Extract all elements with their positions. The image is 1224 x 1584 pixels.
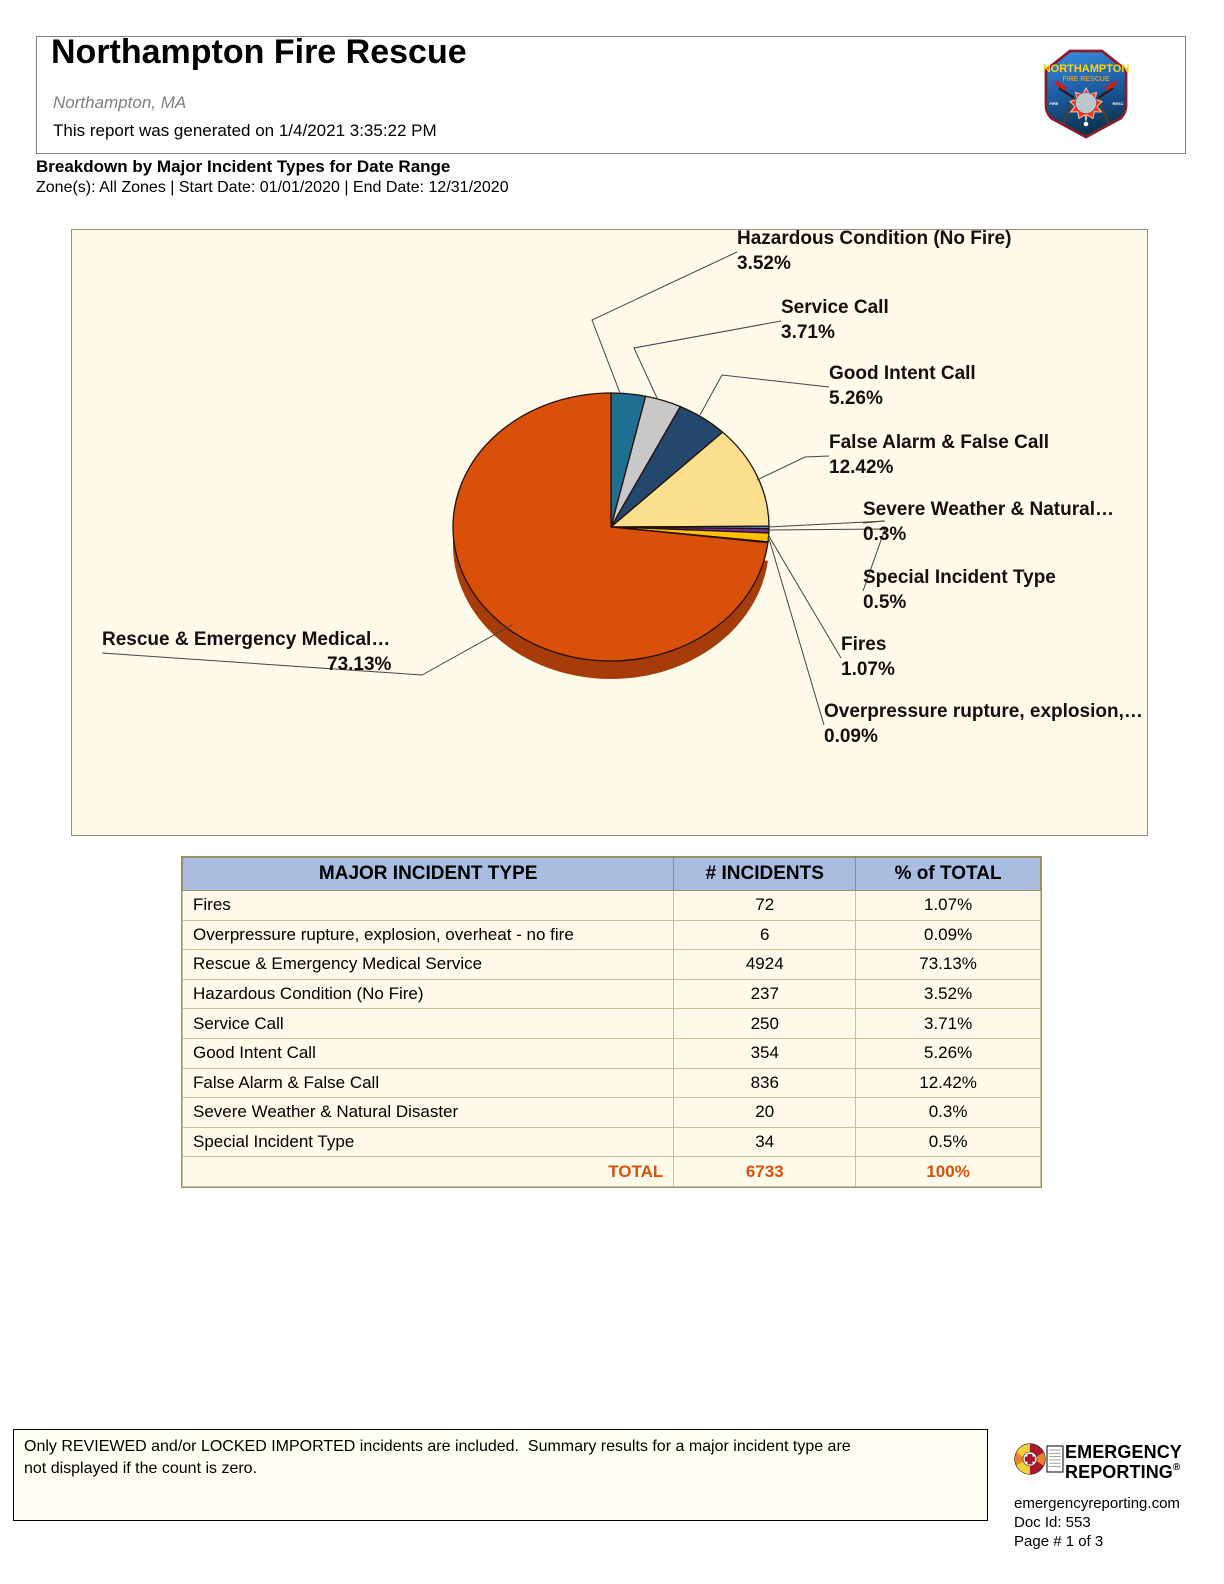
- svg-text:0.09%: 0.09%: [824, 726, 878, 747]
- svg-text:1.07%: 1.07%: [841, 659, 895, 680]
- svg-text:12.42%: 12.42%: [829, 457, 894, 478]
- svg-text:Good Intent Call: Good Intent Call: [829, 363, 976, 384]
- svg-text:Severe Weather & Natural…: Severe Weather & Natural…: [863, 499, 1114, 520]
- svg-text:3.52%: 3.52%: [737, 253, 791, 274]
- svg-text:FIRE RESCUE: FIRE RESCUE: [1062, 76, 1109, 83]
- svg-text:False Alarm & False Call: False Alarm & False Call: [829, 432, 1049, 453]
- svg-text:Rescue & Emergency Medical…: Rescue & Emergency Medical…: [102, 629, 390, 650]
- svg-text:FIRE: FIRE: [1049, 101, 1058, 106]
- svg-text:RESC: RESC: [1112, 101, 1123, 106]
- svg-text:Fires: Fires: [841, 634, 886, 655]
- svg-text:Hazardous Condition (No Fire): Hazardous Condition (No Fire): [737, 230, 1011, 249]
- svg-text:NORTHAMPTON: NORTHAMPTON: [1043, 63, 1130, 75]
- svg-text:3.71%: 3.71%: [781, 322, 835, 343]
- svg-text:0.5%: 0.5%: [863, 592, 906, 613]
- svg-text:0.3%: 0.3%: [863, 524, 906, 545]
- svg-text:73.13%: 73.13%: [327, 654, 392, 675]
- svg-text:Special Incident Type: Special Incident Type: [863, 567, 1056, 588]
- svg-text:Overpressure rupture, explos: Overpressure rupture, explosion,…: [824, 701, 1143, 722]
- svg-text:Service Call: Service Call: [781, 297, 889, 318]
- svg-text:5.26%: 5.26%: [829, 388, 883, 409]
